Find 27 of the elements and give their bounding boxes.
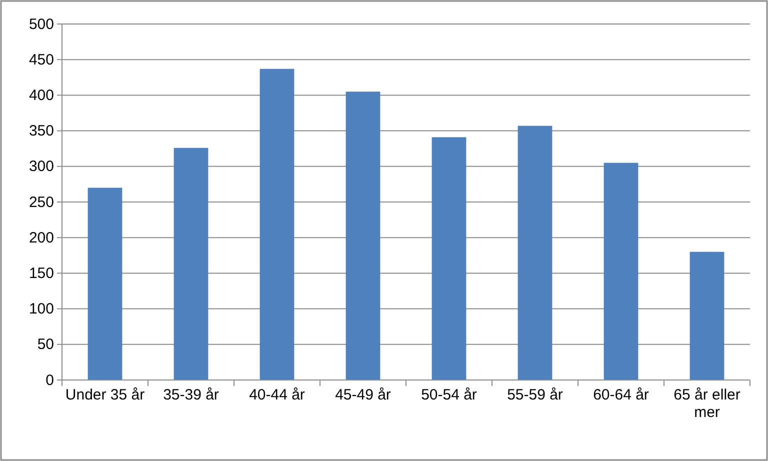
y-tick-label: 300: [28, 158, 54, 176]
bar: [346, 92, 380, 380]
x-tick-label: 65 år eller mer: [674, 386, 740, 421]
y-tick-label: 250: [28, 194, 54, 211]
bar: [604, 162, 638, 380]
y-tick-label: 50: [37, 336, 54, 354]
x-tick-label: 55-59 år: [507, 386, 563, 404]
bar: [432, 137, 466, 380]
bar: [174, 148, 208, 380]
bar: [518, 126, 552, 380]
x-tick-label: 50-54 år: [421, 386, 477, 404]
x-tick-label: 45-49 år: [335, 386, 391, 404]
y-tick-label: 0: [46, 372, 54, 389]
y-tick-label: 350: [28, 122, 54, 140]
y-tick-label: 150: [28, 265, 54, 282]
y-tick-label: 500: [28, 16, 54, 33]
y-tick-label: 100: [28, 300, 54, 318]
bar: [690, 252, 724, 380]
x-tick-label: Under 35 år: [65, 386, 145, 404]
x-tick-label: 60-64 år: [593, 386, 649, 404]
bar: [88, 188, 122, 380]
y-tick-label: 200: [28, 229, 54, 246]
y-tick-label: 450: [28, 51, 54, 68]
x-tick-label: 35-39 år: [163, 386, 219, 404]
y-tick-label: 400: [28, 87, 54, 104]
x-tick-label: 40-44 år: [249, 386, 305, 404]
bar: [260, 68, 294, 380]
